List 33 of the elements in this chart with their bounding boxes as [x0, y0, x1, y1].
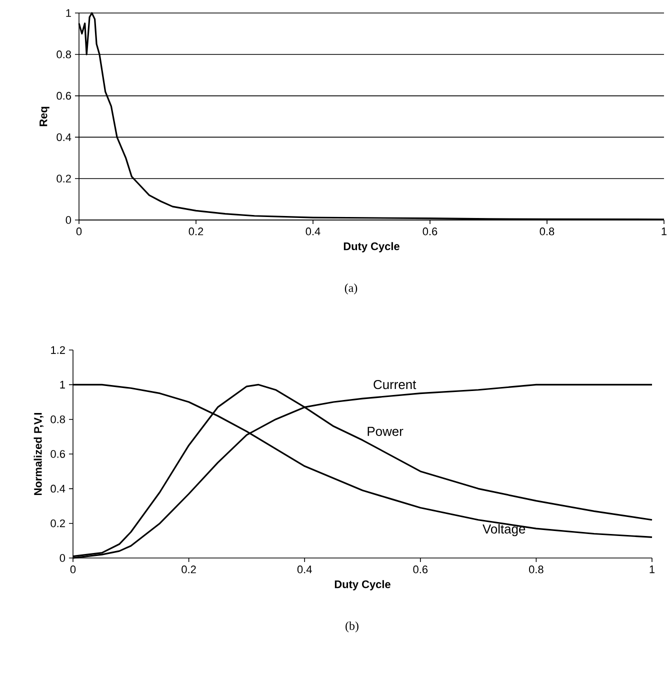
x-tick-label: 0.8 — [540, 228, 554, 236]
x-tick-label: 0 — [76, 228, 82, 236]
x-axis-title: Duty Cycle — [334, 580, 390, 590]
series-label: Voltage — [482, 524, 526, 536]
x-tick-label: 0.8 — [529, 566, 544, 574]
y-tick-label: 0.2 — [50, 519, 65, 528]
y-tick-label: 1 — [60, 380, 65, 388]
x-tick-label: 0.4 — [306, 228, 320, 236]
y-tick-label: 0.4 — [56, 133, 72, 142]
series-label: Current — [374, 380, 416, 390]
y-tick-label: 0.8 — [50, 415, 65, 424]
y-tick-label: 0 — [60, 554, 66, 562]
y-tick-label: 0 — [66, 216, 72, 224]
y-tick-label: 1.2 — [51, 346, 65, 354]
y-axis-title: Normalized P,V,I — [34, 413, 44, 495]
x-tick-label: 0.6 — [422, 228, 438, 236]
y-tick-label: 1 — [66, 9, 71, 17]
text: (a) — [344, 284, 358, 294]
y-tick-label: 0.6 — [56, 92, 71, 100]
text: (b) — [346, 622, 358, 632]
x-tick-label: 0.6 — [413, 566, 428, 574]
y-axis-title: Req — [40, 106, 50, 126]
x-tick-label: 0.2 — [188, 228, 204, 236]
series-label: Power — [368, 426, 404, 436]
x-tick-label: 1 — [662, 228, 667, 236]
x-tick-label: 0.2 — [182, 566, 196, 574]
y-tick-label: 0.6 — [50, 450, 65, 458]
y-tick-label: 0.2 — [56, 174, 71, 182]
y-tick-label: 0.8 — [56, 50, 71, 58]
x-tick-label: 1 — [650, 566, 655, 574]
x-axis-title: Duty Cycle — [344, 242, 400, 252]
y-tick-label: 0.4 — [50, 484, 66, 493]
x-tick-label: 0.4 — [297, 566, 312, 574]
